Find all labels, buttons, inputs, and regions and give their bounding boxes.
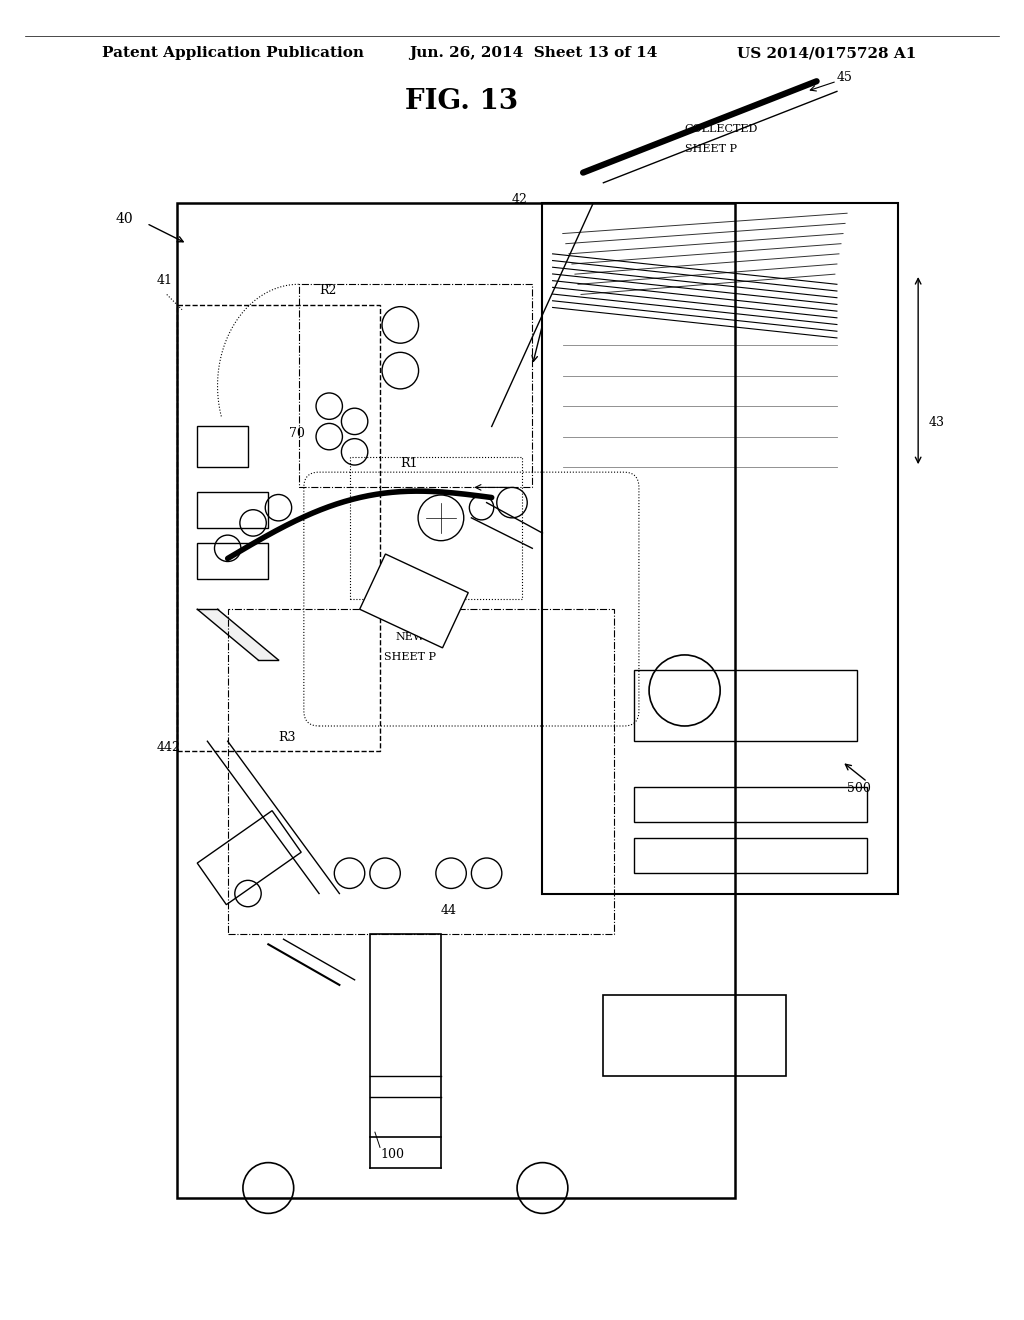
- Text: 40: 40: [116, 213, 133, 227]
- Text: SHEET P: SHEET P: [685, 144, 736, 154]
- Bar: [359, 554, 468, 648]
- Text: 44: 44: [441, 904, 457, 917]
- Text: 43: 43: [929, 417, 944, 429]
- Text: R1: R1: [400, 457, 418, 470]
- Bar: [634, 787, 867, 822]
- Text: US 2014/0175728 A1: US 2014/0175728 A1: [737, 46, 916, 61]
- Text: 41: 41: [157, 275, 173, 288]
- Text: 45: 45: [837, 71, 853, 84]
- Bar: [634, 838, 867, 874]
- Bar: [198, 492, 268, 528]
- Text: 442: 442: [157, 742, 180, 755]
- Bar: [198, 544, 268, 578]
- Bar: [349, 457, 522, 599]
- Text: R2: R2: [319, 285, 337, 297]
- Bar: [198, 810, 301, 904]
- Text: 500: 500: [847, 781, 871, 795]
- Text: Jun. 26, 2014  Sheet 13 of 14: Jun. 26, 2014 Sheet 13 of 14: [410, 46, 658, 61]
- Polygon shape: [198, 610, 279, 660]
- Bar: [177, 305, 380, 751]
- Bar: [227, 610, 613, 935]
- Text: 42: 42: [512, 193, 528, 206]
- Text: FIG. 13: FIG. 13: [404, 88, 518, 115]
- Bar: [634, 671, 857, 742]
- Text: NEW: NEW: [396, 632, 425, 642]
- Bar: [370, 935, 441, 1138]
- Text: SHEET P: SHEET P: [384, 652, 436, 663]
- Text: 70: 70: [289, 426, 304, 440]
- Bar: [299, 284, 532, 487]
- Bar: [177, 203, 735, 1199]
- Bar: [603, 995, 786, 1076]
- Text: 100: 100: [380, 1147, 404, 1160]
- Text: Patent Application Publication: Patent Application Publication: [102, 46, 365, 61]
- Text: R3: R3: [279, 731, 296, 744]
- Bar: [543, 203, 898, 894]
- Text: 71: 71: [370, 599, 386, 612]
- Text: COLLECTED: COLLECTED: [685, 124, 758, 135]
- Bar: [198, 426, 248, 467]
